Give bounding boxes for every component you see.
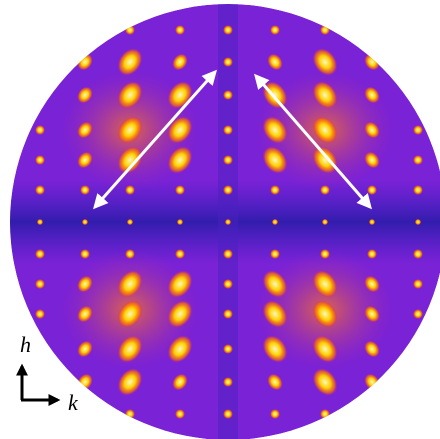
diffraction-spot — [33, 88, 47, 102]
diffraction-spot — [411, 407, 425, 421]
detector-disk — [10, 4, 440, 439]
diffraction-spot — [33, 23, 47, 37]
diffraction-spot — [78, 23, 92, 37]
diffraction-spot — [33, 407, 47, 421]
h-label: h — [20, 332, 31, 357]
diffraction-spot — [411, 55, 425, 69]
diffraction-spot — [411, 375, 425, 389]
diffraction-spot — [33, 55, 47, 69]
k-label: k — [68, 390, 79, 415]
diffraction-spot — [33, 375, 47, 389]
diffraction-spot — [411, 23, 425, 37]
diffraction-spot — [33, 342, 47, 356]
diffraction-spot — [365, 23, 379, 37]
diffraction-spot — [365, 407, 379, 421]
diffraction-spot — [411, 88, 425, 102]
diffraction-spot — [411, 342, 425, 356]
diffraction-spot — [78, 407, 92, 421]
diffraction-image: h k — [0, 0, 440, 439]
